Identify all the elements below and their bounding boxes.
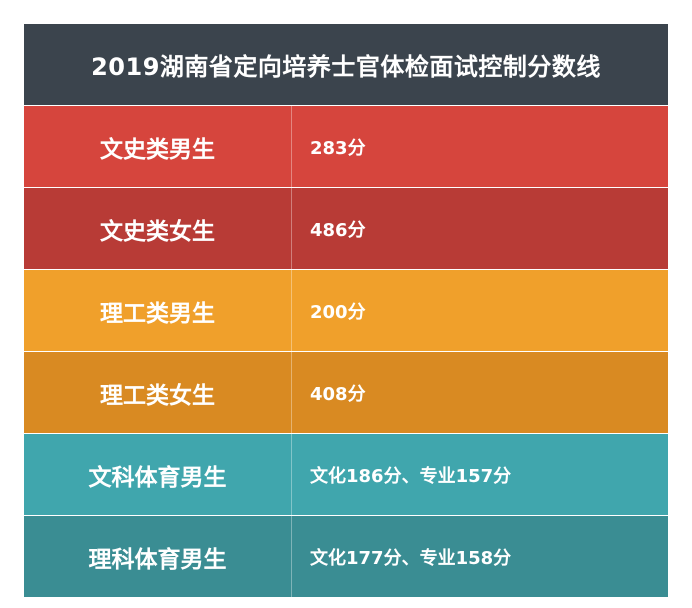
- score-cell: 文化186分、专业157分: [310, 465, 512, 487]
- score-table: 2019湖南省定向培养士官体检面试控制分数线 文史类男生 283分 文史类女生 …: [24, 24, 668, 598]
- table-title: 2019湖南省定向培养士官体检面试控制分数线: [24, 24, 668, 105]
- category-cell: 文史类女生: [24, 188, 292, 269]
- table-row: 文史类男生 283分: [24, 106, 668, 187]
- score-cell: 283分: [310, 137, 366, 159]
- score-cell: 486分: [310, 219, 366, 241]
- score-cell: 408分: [310, 383, 366, 405]
- table-row: 文科体育男生 文化186分、专业157分: [24, 434, 668, 515]
- score-cell: 200分: [310, 301, 366, 323]
- category-cell: 理工类男生: [24, 270, 292, 351]
- category-cell: 文科体育男生: [24, 434, 292, 515]
- table-row: 理工类男生 200分: [24, 270, 668, 351]
- score-cell: 文化177分、专业158分: [310, 547, 512, 569]
- table-row: 理科体育男生 文化177分、专业158分: [24, 516, 668, 597]
- category-cell: 文史类男生: [24, 106, 292, 187]
- table-row: 文史类女生 486分: [24, 188, 668, 269]
- category-cell: 理工类女生: [24, 352, 292, 433]
- category-cell: 理科体育男生: [24, 516, 292, 597]
- table-row: 理工类女生 408分: [24, 352, 668, 433]
